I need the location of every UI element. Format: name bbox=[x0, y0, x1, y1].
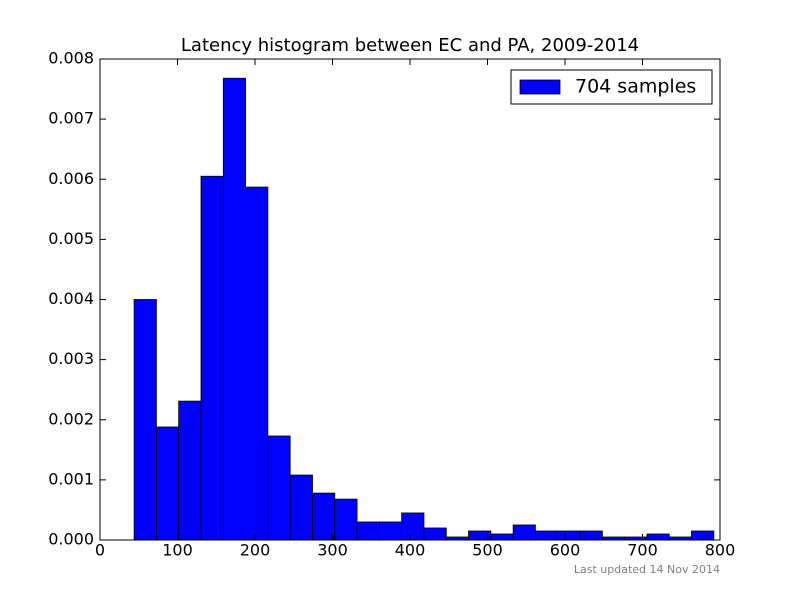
bar bbox=[334, 498, 358, 541]
y-tick-label: 0.008 bbox=[48, 49, 94, 68]
x-tick-label: 300 bbox=[317, 541, 348, 560]
bar bbox=[156, 426, 180, 541]
bar bbox=[490, 533, 514, 541]
bar bbox=[579, 530, 603, 541]
legend-label: 704 samples bbox=[575, 76, 696, 98]
bar bbox=[557, 530, 581, 541]
x-tick-label: 400 bbox=[395, 541, 426, 560]
y-tick-label: 0.006 bbox=[48, 169, 94, 188]
y-tick-label: 0.005 bbox=[48, 229, 94, 248]
bar bbox=[512, 524, 536, 541]
y-tick-label: 0.002 bbox=[48, 409, 94, 428]
x-tick-label: 100 bbox=[162, 541, 193, 560]
bar bbox=[245, 186, 269, 541]
bar bbox=[312, 492, 336, 541]
bar bbox=[691, 530, 715, 541]
x-tick-label: 200 bbox=[240, 541, 271, 560]
x-tick-label: 800 bbox=[705, 541, 736, 560]
bar bbox=[178, 400, 202, 541]
bar bbox=[133, 299, 157, 541]
bar bbox=[356, 521, 380, 541]
legend-swatch bbox=[519, 79, 561, 95]
bar bbox=[378, 521, 403, 541]
bar bbox=[646, 533, 670, 541]
bar bbox=[267, 435, 291, 541]
x-tick-label: 0 bbox=[95, 541, 105, 560]
bar bbox=[289, 474, 313, 541]
bar bbox=[200, 175, 224, 541]
x-tick-label: 600 bbox=[550, 541, 581, 560]
y-tick-label: 0.007 bbox=[48, 109, 94, 128]
bar bbox=[534, 530, 559, 541]
y-tick-label: 0.000 bbox=[48, 530, 94, 549]
y-tick-label: 0.003 bbox=[48, 349, 94, 368]
y-tick-label: 0.001 bbox=[48, 469, 94, 488]
bar bbox=[222, 77, 246, 541]
x-tick-label: 700 bbox=[627, 541, 658, 560]
chart-title: Latency histogram between EC and PA, 200… bbox=[181, 35, 639, 56]
x-tick-label: 500 bbox=[472, 541, 503, 560]
y-tick-label: 0.004 bbox=[48, 289, 94, 308]
bar bbox=[423, 527, 447, 541]
annotation: Last updated 14 Nov 2014 bbox=[574, 563, 720, 576]
bar bbox=[401, 512, 425, 541]
